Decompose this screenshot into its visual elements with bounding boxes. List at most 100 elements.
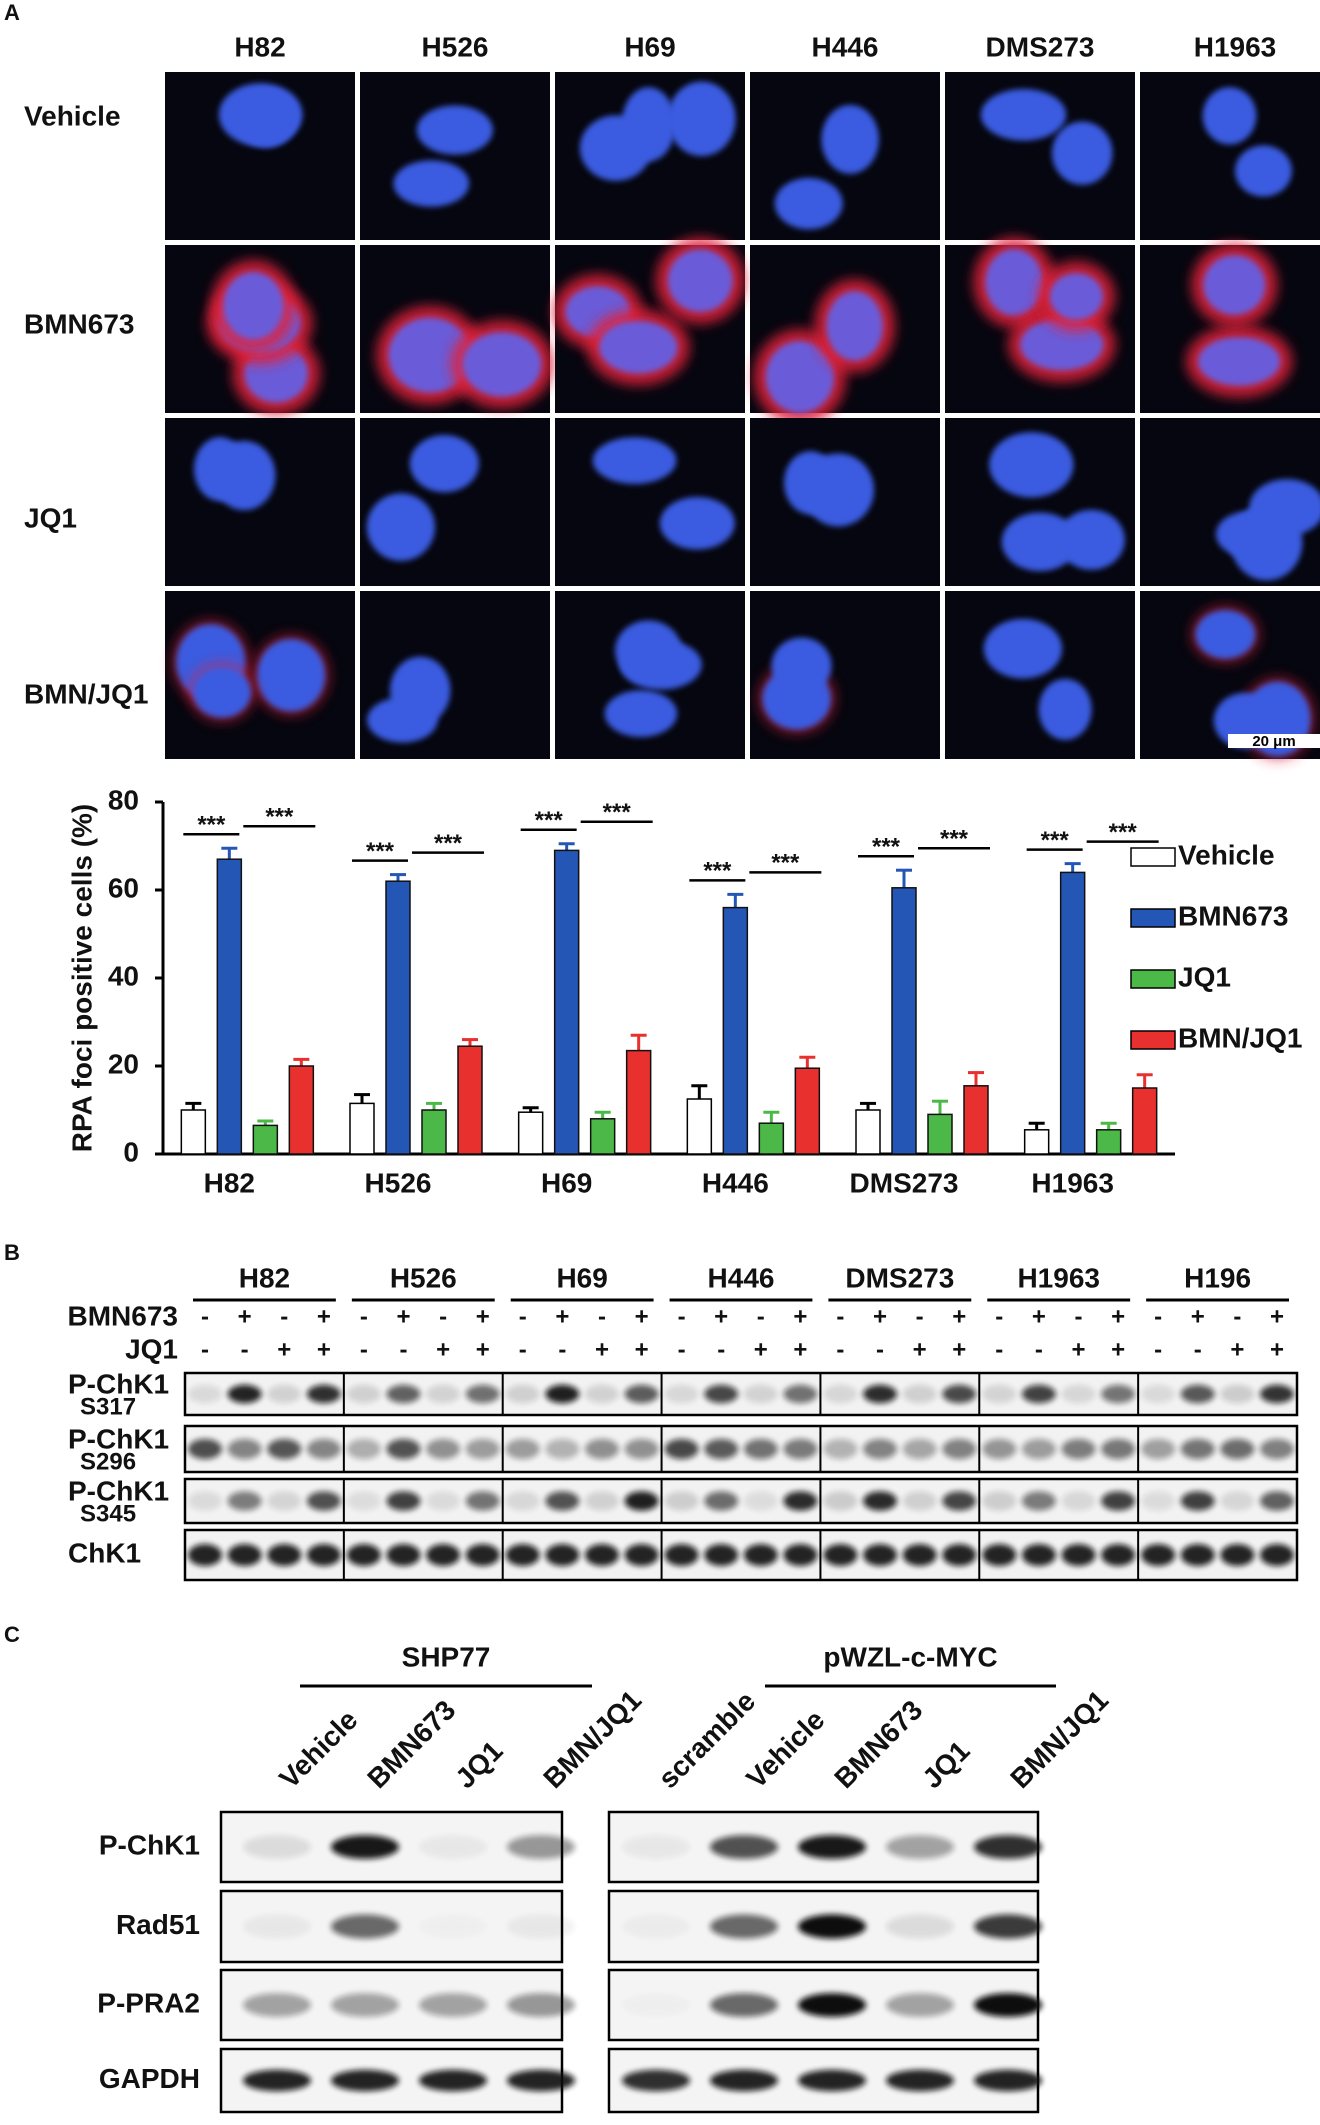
band: [426, 1544, 461, 1566]
bar: [1131, 1087, 1158, 1155]
sign: +: [317, 1336, 331, 1363]
band: [227, 1491, 262, 1511]
band: [1141, 1384, 1176, 1404]
micrograph: [555, 591, 745, 759]
band: [1260, 1544, 1294, 1566]
nucleus: [592, 437, 677, 484]
band: [419, 1914, 487, 1938]
sign: +: [1191, 1303, 1205, 1330]
band: [306, 1438, 341, 1460]
column-header: H1963: [1194, 31, 1277, 62]
band: [1101, 1384, 1136, 1404]
nucleus: [1249, 479, 1320, 536]
band: [1021, 1384, 1056, 1404]
band: [1220, 1384, 1255, 1404]
band: [419, 1993, 487, 2017]
band: [942, 1384, 977, 1404]
band: [704, 1544, 739, 1566]
band: [331, 1914, 399, 1939]
band: [886, 1914, 954, 1939]
band: [386, 1438, 421, 1460]
band: [622, 1993, 690, 2017]
micrograph: [360, 245, 554, 413]
micrograph: [360, 591, 550, 759]
band: [798, 1993, 866, 2017]
nucleus: [1052, 121, 1113, 185]
panel-label: B: [4, 1240, 20, 1265]
band: [227, 1384, 262, 1404]
band: [982, 1544, 1017, 1566]
bar: [686, 1098, 713, 1155]
sig-label: ***: [197, 812, 226, 839]
sign: +: [873, 1303, 887, 1330]
band: [798, 2069, 866, 2092]
bar: [963, 1085, 989, 1155]
band: [1260, 1438, 1294, 1460]
nucleus: [390, 656, 451, 725]
band: [426, 1438, 461, 1460]
blot-label: P-PRA2: [97, 1987, 200, 2018]
band: [505, 1491, 540, 1511]
band: [863, 1544, 898, 1566]
band: [798, 1914, 866, 1939]
band: [902, 1544, 937, 1566]
band: [1021, 1491, 1056, 1511]
sign: -: [360, 1303, 368, 1330]
nucleus: [192, 667, 251, 718]
y-axis-label: RPA foci positive cells (%): [66, 804, 97, 1153]
sign: -: [241, 1336, 249, 1363]
sign: +: [1270, 1303, 1284, 1330]
band: [664, 1544, 699, 1566]
band: [982, 1384, 1017, 1404]
bar: [1023, 1129, 1050, 1155]
nucleus: [765, 341, 835, 414]
band: [783, 1438, 818, 1460]
micrograph: [945, 591, 1135, 759]
band: [743, 1384, 778, 1404]
micrograph: [750, 245, 940, 426]
group-label: SHP77: [402, 1641, 491, 1672]
sig-label: ***: [771, 850, 800, 877]
sign: +: [793, 1303, 807, 1330]
band: [902, 1438, 937, 1460]
band: [886, 1993, 954, 2017]
bar: [421, 1109, 447, 1155]
band: [942, 1491, 977, 1511]
sign: -: [1154, 1303, 1162, 1330]
sign: -: [1075, 1303, 1083, 1330]
band: [465, 1384, 500, 1404]
band: [622, 1914, 690, 1938]
lane-label: BMN/JQ1: [1004, 1684, 1114, 1794]
band: [704, 1438, 739, 1460]
bar: [891, 887, 917, 1155]
sign: +: [396, 1303, 410, 1330]
nucleus: [194, 437, 247, 502]
bar: [855, 1109, 881, 1155]
sign: +: [714, 1303, 728, 1330]
micrograph: [553, 237, 745, 413]
nucleus: [771, 637, 832, 694]
sign: +: [1111, 1336, 1125, 1363]
sign: +: [913, 1336, 927, 1363]
sign: -: [558, 1336, 566, 1363]
nucleus: [579, 115, 652, 181]
sign: +: [476, 1336, 490, 1363]
sign: -: [519, 1336, 527, 1363]
blot-site: S296: [80, 1448, 136, 1475]
band: [507, 1993, 575, 2017]
nucleus: [1049, 273, 1104, 320]
x-tick-label: H446: [702, 1167, 769, 1198]
sign: +: [1032, 1303, 1046, 1330]
band: [243, 1835, 311, 1859]
band: [1101, 1544, 1136, 1566]
band: [465, 1491, 500, 1511]
cell-line-label: H82: [239, 1262, 290, 1293]
band: [1141, 1438, 1176, 1460]
sig-label: ***: [265, 804, 294, 831]
blot-label: ChK1: [68, 1537, 141, 1568]
bar: [927, 1113, 953, 1155]
nucleus: [1038, 678, 1092, 740]
band: [426, 1384, 461, 1404]
lane-label: JQ1: [916, 1735, 975, 1794]
band: [227, 1438, 262, 1460]
